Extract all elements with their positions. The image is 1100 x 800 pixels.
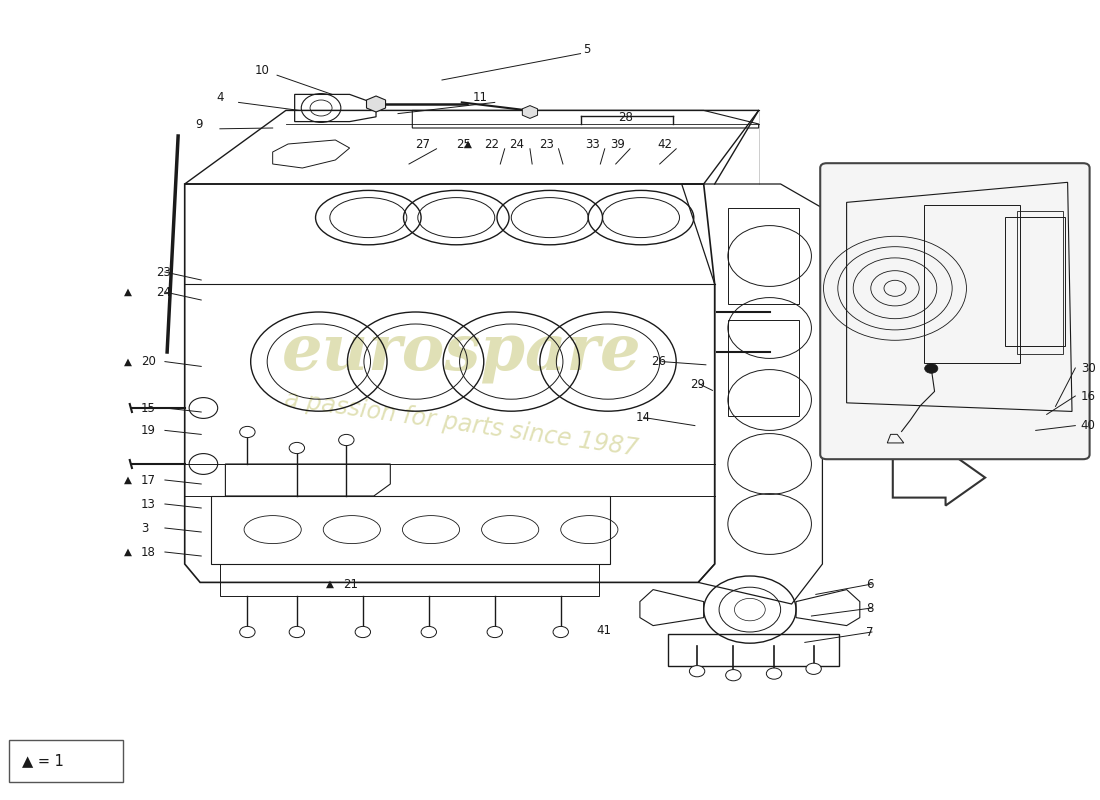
Text: ▲: ▲: [464, 139, 472, 149]
Text: ▲: ▲: [123, 547, 132, 557]
Text: 33: 33: [585, 138, 600, 150]
Text: 11: 11: [473, 91, 487, 104]
Text: eurospare: eurospare: [282, 322, 641, 382]
Text: 6: 6: [867, 578, 873, 590]
Circle shape: [767, 668, 782, 679]
Text: 27: 27: [416, 138, 430, 150]
Bar: [728, 208, 800, 304]
Text: ▲: ▲: [123, 287, 132, 297]
Text: 28: 28: [618, 111, 632, 124]
Polygon shape: [522, 106, 538, 118]
Circle shape: [240, 626, 255, 638]
Circle shape: [690, 666, 705, 677]
Text: 26: 26: [651, 355, 666, 368]
Circle shape: [421, 626, 437, 638]
Circle shape: [726, 670, 741, 681]
Text: 17: 17: [141, 474, 156, 486]
Text: 4: 4: [217, 91, 224, 104]
Text: 25: 25: [456, 138, 471, 150]
Text: ▲ = 1: ▲ = 1: [22, 754, 64, 768]
Circle shape: [487, 626, 503, 638]
Circle shape: [553, 626, 569, 638]
Text: a passion for parts since 1987: a passion for parts since 1987: [284, 387, 640, 461]
Text: 5: 5: [583, 43, 590, 56]
Text: 29: 29: [691, 378, 705, 390]
Text: 3: 3: [141, 522, 149, 534]
Text: 15: 15: [141, 402, 155, 414]
Text: 19: 19: [141, 424, 156, 437]
Bar: [728, 320, 800, 416]
Circle shape: [339, 434, 354, 446]
Text: ▲: ▲: [123, 357, 132, 366]
Text: 40: 40: [1081, 419, 1096, 432]
Bar: [1018, 211, 1064, 354]
Bar: [669, 634, 839, 666]
Text: 10: 10: [255, 64, 270, 77]
Text: 41: 41: [596, 624, 611, 637]
Text: 14: 14: [636, 411, 650, 424]
Text: 9: 9: [196, 118, 204, 130]
Circle shape: [240, 426, 255, 438]
Circle shape: [355, 626, 371, 638]
Text: 24: 24: [509, 138, 524, 150]
Text: 20: 20: [141, 355, 155, 368]
Text: 24: 24: [156, 286, 172, 298]
Text: 13: 13: [141, 498, 155, 510]
Text: 18: 18: [141, 546, 155, 558]
Text: 30: 30: [1081, 362, 1096, 374]
Text: 8: 8: [867, 602, 873, 614]
Text: 23: 23: [539, 138, 553, 150]
Circle shape: [806, 663, 822, 674]
Circle shape: [925, 364, 938, 374]
Circle shape: [289, 442, 305, 454]
Text: 21: 21: [343, 578, 358, 590]
Text: 39: 39: [610, 138, 625, 150]
Text: 42: 42: [658, 138, 672, 150]
Text: 16: 16: [1081, 390, 1096, 402]
Polygon shape: [366, 96, 385, 112]
FancyBboxPatch shape: [821, 163, 1090, 459]
Text: 7: 7: [867, 626, 873, 638]
Bar: [1005, 217, 1066, 346]
Text: 22: 22: [484, 138, 498, 150]
Text: ▲: ▲: [123, 475, 132, 485]
Text: ▲: ▲: [326, 579, 333, 589]
Text: 23: 23: [156, 266, 170, 278]
Bar: [924, 206, 1021, 362]
Circle shape: [289, 626, 305, 638]
